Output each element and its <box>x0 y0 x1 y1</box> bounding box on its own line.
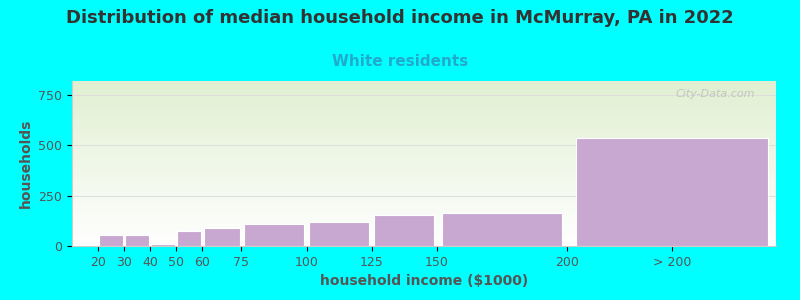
Text: White residents: White residents <box>332 54 468 69</box>
Bar <box>244 224 304 246</box>
Bar <box>374 215 434 246</box>
Bar <box>310 222 370 246</box>
Text: Distribution of median household income in McMurray, PA in 2022: Distribution of median household income … <box>66 9 734 27</box>
Bar <box>99 235 123 246</box>
Text: City-Data.com: City-Data.com <box>675 89 755 99</box>
Y-axis label: households: households <box>18 119 33 208</box>
Bar <box>125 235 149 246</box>
Bar <box>576 138 768 246</box>
Bar <box>442 213 562 246</box>
Bar <box>204 228 240 246</box>
Bar <box>151 244 175 246</box>
X-axis label: household income ($1000): household income ($1000) <box>320 274 528 288</box>
Bar <box>73 245 97 246</box>
Bar <box>178 231 202 246</box>
